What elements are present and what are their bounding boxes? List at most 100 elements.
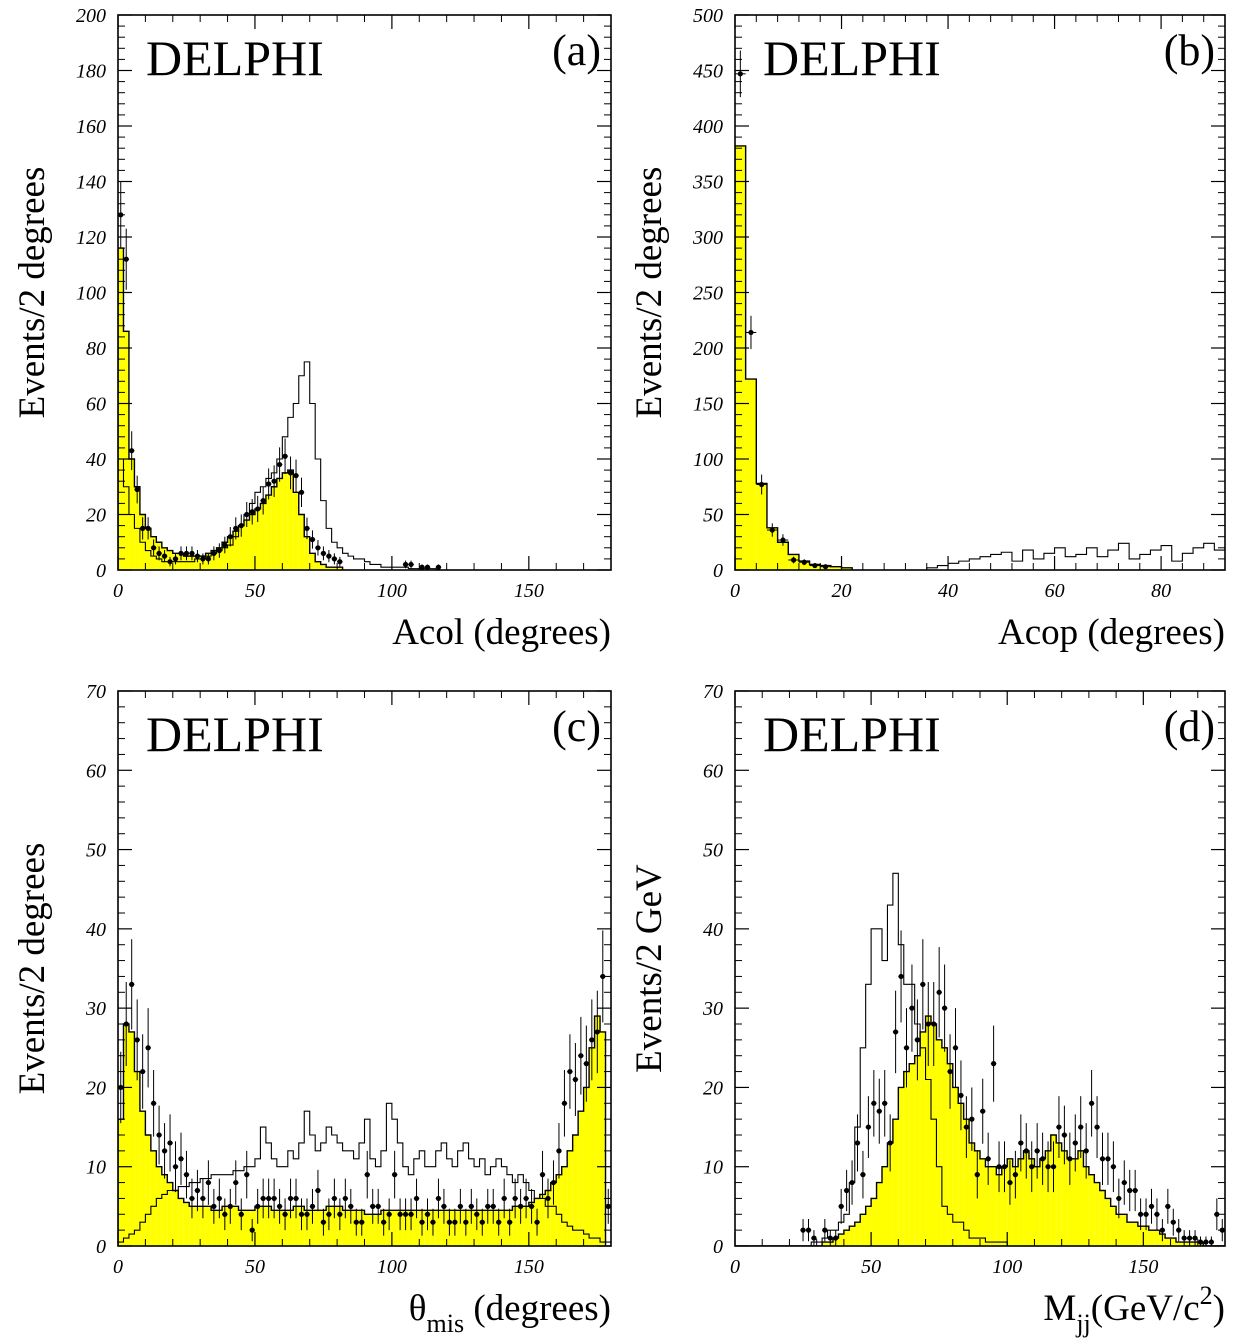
y-tick-label: 160 [76, 116, 106, 138]
data-point [435, 1195, 442, 1202]
data-point [205, 1179, 211, 1186]
data-point [952, 1045, 959, 1051]
data-point [490, 1203, 496, 1209]
data-point [474, 1211, 480, 1217]
background-bin [337, 567, 343, 570]
background-bin [276, 478, 283, 570]
data-point [811, 1235, 817, 1241]
x-tick-label: 100 [992, 1256, 1022, 1278]
data-point [161, 1148, 168, 1154]
background-bin [567, 1150, 573, 1246]
data-point [419, 1219, 425, 1225]
x-axis-title: θmis (degrees) [409, 1288, 611, 1338]
background-bin [1110, 1206, 1117, 1246]
data-point [238, 523, 244, 529]
data-point [800, 1227, 806, 1233]
data-point [402, 561, 409, 568]
y-tick-label: 20 [703, 1077, 723, 1099]
background-bin [118, 248, 124, 570]
y-tick-label: 450 [693, 61, 723, 83]
background-bin [600, 1031, 606, 1246]
background-bin [822, 1242, 828, 1246]
data-point [260, 1195, 266, 1202]
background-bin [903, 1071, 910, 1246]
data-point [1110, 1164, 1116, 1170]
background-bin [539, 1194, 546, 1246]
data-point [266, 1195, 272, 1202]
background-bin [233, 1206, 239, 1246]
background-bin [947, 1063, 953, 1246]
data-point [441, 1203, 447, 1209]
background-bin [227, 536, 234, 570]
data-point [1127, 1187, 1133, 1194]
data-point [227, 534, 233, 540]
background-bin [1088, 1174, 1095, 1246]
data-point [1061, 1132, 1067, 1138]
data-point [860, 1172, 866, 1178]
data-point [167, 1140, 173, 1146]
data-point [408, 561, 414, 568]
x-axis-title: Mjj(GeV/c2) [1043, 1281, 1225, 1338]
background-bin [211, 1210, 217, 1246]
data-point [589, 1037, 595, 1043]
data-point [320, 550, 327, 556]
data-point [282, 453, 288, 459]
data-point [833, 1235, 839, 1241]
data-point [238, 1211, 244, 1217]
background-bin [1099, 1190, 1106, 1246]
background-bin [375, 1214, 381, 1246]
data-point [572, 1076, 578, 1083]
data-point [178, 1156, 184, 1162]
background-bin [1137, 1226, 1144, 1246]
data-point [211, 1203, 217, 1209]
background-bin [1039, 1158, 1046, 1246]
background-bin [485, 1210, 491, 1246]
plot-area [118, 181, 442, 570]
data-point [759, 481, 765, 488]
background-bin [243, 1210, 250, 1246]
background-bin [150, 1150, 157, 1246]
data-point [183, 1172, 190, 1178]
data-point [1012, 1172, 1018, 1178]
data-point [1089, 1100, 1095, 1106]
background-bin [914, 1055, 921, 1246]
data-point [838, 1203, 844, 1209]
data-point [1214, 1211, 1220, 1217]
data-point [183, 550, 190, 556]
data-point [457, 1203, 463, 1209]
data-point [161, 553, 168, 559]
background-bin [227, 1206, 234, 1246]
x-tick-label: 0 [730, 1256, 740, 1278]
data-point [942, 1005, 948, 1011]
data-point [331, 1195, 337, 1202]
background-bin [320, 564, 327, 570]
data-point [1121, 1179, 1127, 1186]
data-point [227, 1203, 233, 1209]
data-point [1050, 1164, 1057, 1170]
y-tick-label: 50 [703, 840, 723, 862]
data-point [463, 1219, 469, 1225]
background-bin [550, 1182, 557, 1246]
y-axis-title: Events/2 degrees [12, 167, 53, 419]
background-bin [287, 470, 294, 570]
data-point [123, 256, 129, 262]
background-bin [936, 1039, 942, 1246]
background-bin [243, 520, 250, 570]
background-bin [561, 1166, 568, 1246]
data-point [1023, 1148, 1029, 1154]
data-point [980, 1108, 986, 1114]
background-bin [838, 1234, 844, 1246]
data-point [1154, 1211, 1160, 1217]
data-point [1138, 1211, 1144, 1217]
y-tick-label: 200 [76, 5, 106, 27]
data-point [1001, 1164, 1008, 1170]
y-tick-label: 250 [693, 283, 723, 305]
data-point [140, 1068, 146, 1075]
data-point [375, 1203, 381, 1209]
background-bin [364, 1214, 370, 1246]
data-point [189, 1195, 195, 1202]
plot-area [118, 930, 611, 1246]
background-bin [309, 553, 316, 570]
data-point [370, 1203, 376, 1209]
